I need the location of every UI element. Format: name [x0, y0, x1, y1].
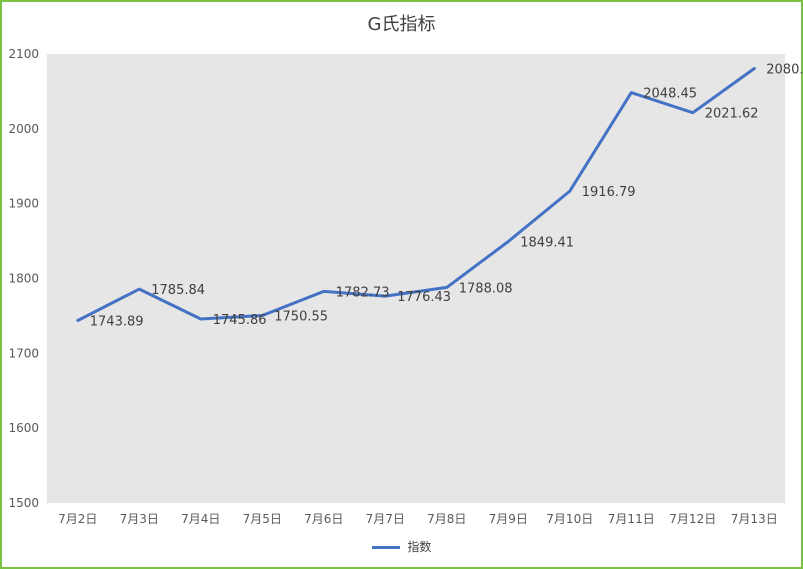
- series-layer: [76, 67, 756, 322]
- x-tick-label: 7月3日: [120, 512, 159, 526]
- legend: 指数: [0, 538, 803, 555]
- data-label: 1745.86: [213, 313, 267, 328]
- legend-label: 指数: [407, 540, 432, 554]
- data-label: 2080.64: [766, 62, 803, 77]
- plot-area: [47, 54, 785, 503]
- data-label: 1785.84: [151, 283, 205, 298]
- x-tick-label: 7月8日: [427, 512, 466, 526]
- data-label: 1750.55: [274, 310, 328, 325]
- legend-swatch: [371, 546, 400, 549]
- y-tick-label: 1600: [8, 421, 39, 435]
- data-label: 1776.43: [397, 290, 451, 305]
- y-tick-label: 2000: [8, 122, 39, 136]
- x-tick-label: 7月12日: [669, 512, 716, 526]
- y-tick-label: 1700: [8, 346, 39, 360]
- data-label: 2021.62: [705, 107, 759, 122]
- chart-title: G氏指标: [367, 14, 436, 35]
- y-axis: 1500 1600 1700 1800 1900 2000 2100: [8, 47, 39, 510]
- x-tick-label: 7月7日: [366, 512, 405, 526]
- y-tick-label: 1900: [8, 197, 39, 211]
- data-label: 1743.89: [90, 314, 144, 329]
- x-tick-label: 7月5日: [243, 512, 282, 526]
- data-labels: 1743.89 1785.84 1745.86 1750.55 1782.73 1776.…: [90, 62, 803, 329]
- data-label: 1782.73: [336, 285, 390, 300]
- data-label: 2048.45: [643, 87, 697, 102]
- x-tick-label: 7月4日: [181, 512, 220, 526]
- data-label: 1849.41: [520, 236, 574, 251]
- x-axis: 7月2日 7月3日 7月4日 7月5日 7月6日 7月7日 7月8日 7月9日 7月10日 7月1…: [58, 512, 778, 526]
- y-tick-label: 2100: [8, 47, 39, 61]
- x-tick-label: 7月2日: [58, 512, 97, 526]
- x-tick-label: 7月9日: [489, 512, 528, 526]
- y-tick-label: 1800: [8, 272, 39, 286]
- data-label: 1788.08: [459, 281, 513, 296]
- data-label: 1916.79: [582, 185, 636, 200]
- x-tick-label: 7月11日: [608, 512, 655, 526]
- x-tick-label: 7月13日: [731, 512, 778, 526]
- series-line: [76, 67, 756, 322]
- y-tick-label: 1500: [8, 496, 39, 510]
- x-tick-label: 7月10日: [546, 512, 593, 526]
- x-tick-label: 7月6日: [304, 512, 343, 526]
